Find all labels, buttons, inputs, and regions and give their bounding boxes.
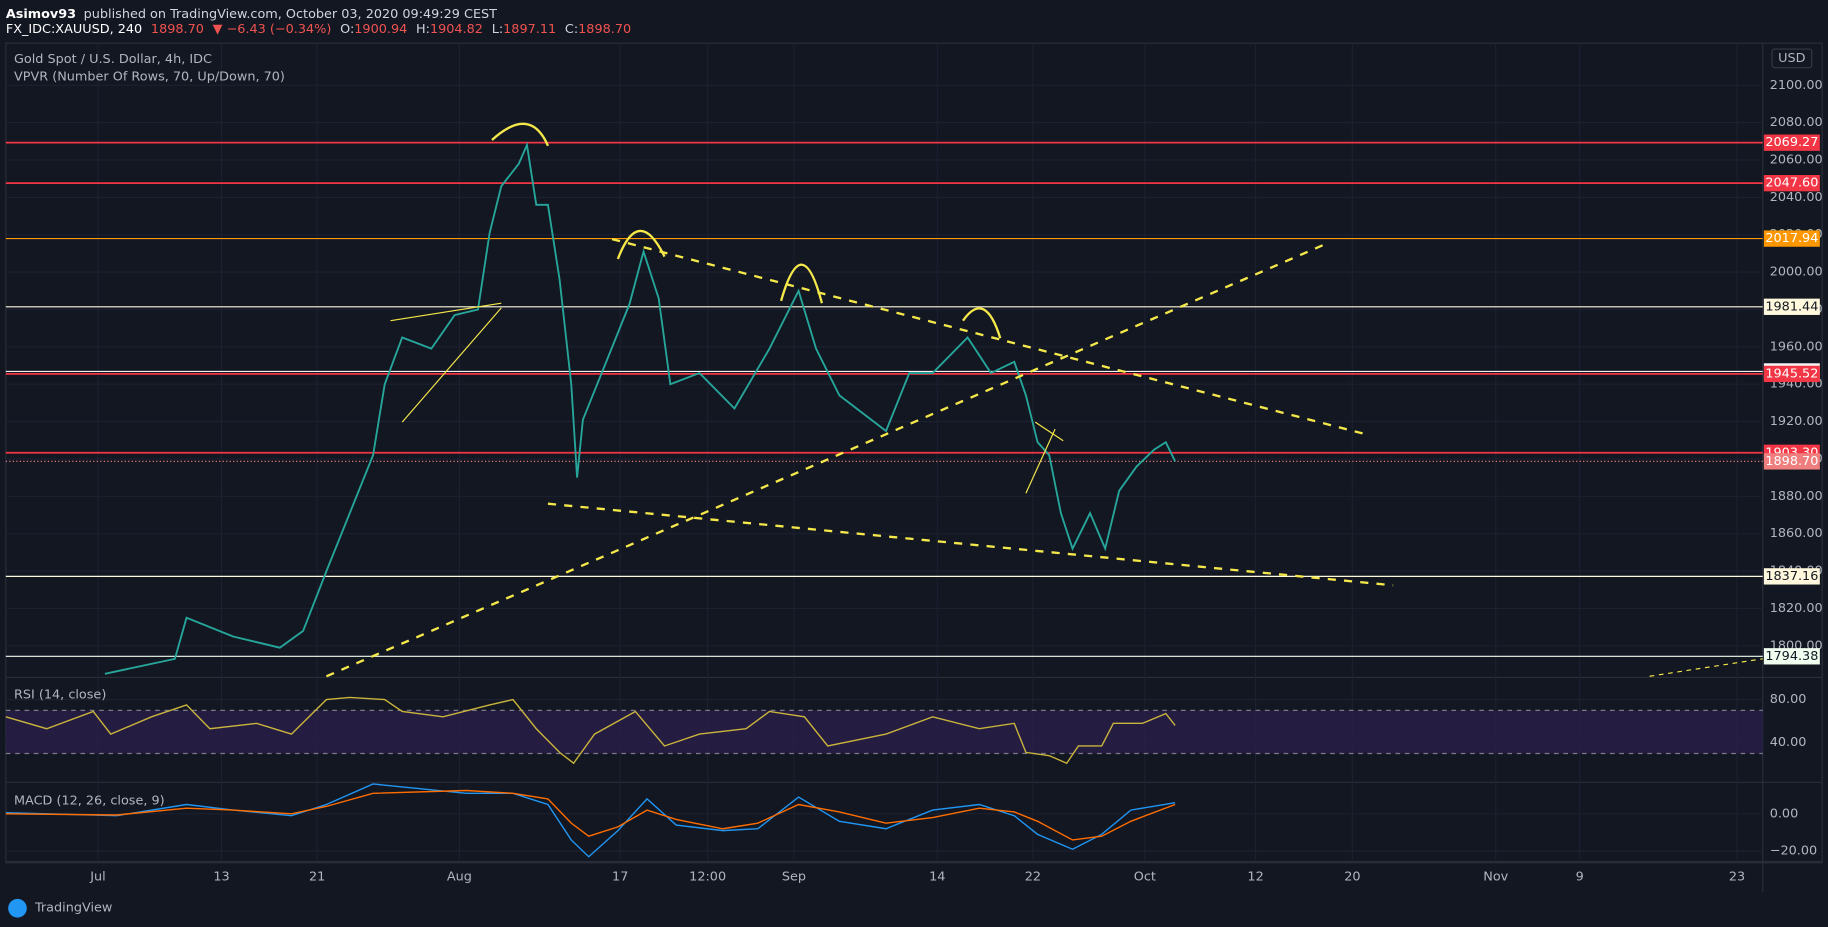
- author: Asimov93: [6, 7, 76, 22]
- macd-title: MACD (12, 26, close, 9): [14, 794, 165, 809]
- level-label: 2047.60: [1765, 176, 1818, 191]
- series-line: [5, 789, 1176, 841]
- level-label: 1981.44: [1765, 299, 1818, 314]
- brand: TradingView: [34, 901, 112, 916]
- series-line: [5, 696, 1176, 765]
- triangle-edge: [1025, 428, 1056, 494]
- ohlc-key: O:: [340, 22, 354, 37]
- x-tick-label: 12: [1247, 869, 1263, 884]
- currency: USD: [1778, 51, 1806, 66]
- x-tick-label: 9: [1576, 869, 1584, 884]
- drawings: [325, 122, 1763, 678]
- marks: [5, 141, 1763, 858]
- chart-subtitle: VPVR (Number Of Rows, 70, Up/Down, 70): [14, 70, 285, 85]
- x-tick-label: 22: [1025, 869, 1041, 884]
- rsi-band: [5, 710, 1763, 754]
- level-label-box: [1763, 134, 1820, 151]
- arc: [491, 122, 550, 147]
- level-label: 1898.70: [1765, 454, 1818, 469]
- level-label: 2017.94: [1765, 231, 1818, 246]
- y-tick-label: 2040.00: [1770, 190, 1823, 205]
- y-tick-label: 1920.00: [1770, 414, 1823, 429]
- price: 1898.70: [151, 22, 204, 37]
- level-label: 1794.38: [1765, 649, 1818, 664]
- published: published on TradingView.com, October 03…: [84, 7, 498, 22]
- trendline: [1649, 658, 1763, 677]
- currency-box: [1771, 48, 1813, 69]
- level-label-box: [1763, 568, 1820, 585]
- y-tick-label: 1960.00: [1770, 339, 1823, 354]
- arc: [616, 229, 666, 260]
- logo: [8, 898, 27, 918]
- x-tick-label: 12:00: [689, 869, 726, 884]
- x-tick-label: Aug: [447, 869, 472, 884]
- triangle-edge: [390, 302, 502, 322]
- x-tick-label: Jul: [89, 869, 105, 884]
- x-tick-label: Nov: [1483, 869, 1508, 884]
- level-label-box: [1763, 648, 1820, 665]
- ohlc-key: L:: [492, 22, 503, 37]
- ohlc-value: 1898.70: [578, 22, 631, 37]
- level-label-box: [1763, 175, 1820, 192]
- x-tick-label: 23: [1729, 869, 1745, 884]
- x-tick-label: Sep: [782, 869, 806, 884]
- header-line: Asimov93 published on TradingView.com, O…: [6, 7, 497, 22]
- level-label: 2069.27: [1765, 135, 1818, 150]
- x-tick-label: 17: [612, 869, 628, 884]
- level-label: 1837.16: [1765, 569, 1818, 584]
- triangle-edge: [401, 307, 502, 423]
- series-line: [104, 141, 1176, 675]
- ohlc-key: C:: [565, 22, 578, 37]
- level-label-box: [1763, 230, 1820, 247]
- x-tick-label: 13: [213, 869, 229, 884]
- ohlc-value: 1900.94: [354, 22, 407, 37]
- level-label-box: [1763, 298, 1820, 315]
- grid: [5, 43, 1763, 861]
- x-tick-label: 14: [929, 869, 945, 884]
- trendline: [547, 502, 1394, 587]
- y-tick-label: 1820.00: [1770, 601, 1823, 616]
- y-tick-label: 1860.00: [1770, 526, 1823, 541]
- y-tick-label: 2100.00: [1770, 78, 1823, 93]
- ohlc-value: 1904.82: [430, 22, 483, 37]
- y-tick-label: −20.00: [1770, 844, 1817, 859]
- x-tick-label: 21: [309, 869, 325, 884]
- y-tick-label: 2080.00: [1770, 115, 1823, 130]
- y-tick-label: 0.00: [1770, 806, 1799, 821]
- ohlc-value: 1897.11: [503, 22, 556, 37]
- rsi-title: RSI (14, close): [14, 687, 106, 702]
- change: ▼ −6.43 (−0.34%): [213, 22, 332, 37]
- level-label-box: [1763, 365, 1820, 383]
- level-label-box: [1763, 453, 1820, 470]
- y-tick-label: 2060.00: [1770, 153, 1823, 168]
- y-tick-label: 40.00: [1770, 735, 1807, 750]
- symbol-line: FX_IDC:XAUUSD, 240 1898.70 ▼ −6.43 (−0.3…: [6, 22, 631, 37]
- triangle-edge: [1034, 421, 1064, 442]
- x-tick-label: 20: [1344, 869, 1360, 884]
- y-tick-label: 2000.00: [1770, 265, 1823, 280]
- chart-title: Gold Spot / U.S. Dollar, 4h, IDC: [14, 52, 212, 67]
- symbol: FX_IDC:XAUUSD, 240: [6, 22, 142, 37]
- trendline: [325, 241, 1330, 678]
- ohlc-key: H:: [416, 22, 430, 37]
- y-tick-label: 80.00: [1770, 692, 1807, 707]
- y-tick-label: 1880.00: [1770, 489, 1823, 504]
- level-label: 1945.52: [1765, 366, 1818, 381]
- arc: [779, 263, 824, 304]
- arc: [962, 307, 1002, 339]
- x-tick-label: Oct: [1134, 869, 1156, 884]
